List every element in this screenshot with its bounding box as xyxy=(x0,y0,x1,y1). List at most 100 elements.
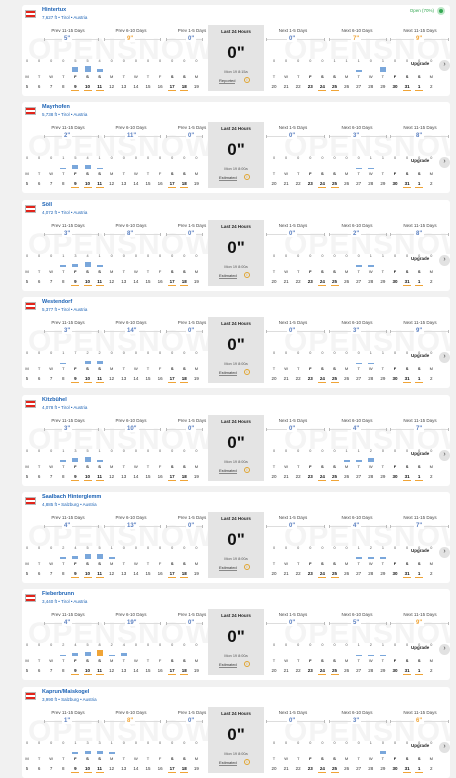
day-snow-value: 1 xyxy=(369,156,372,161)
day-column: 1 M 12 xyxy=(107,741,117,778)
day-weekday: W xyxy=(368,268,373,274)
day-snow-value: 1 xyxy=(357,59,360,63)
report-status-link[interactable]: Estimated xyxy=(219,467,237,474)
last-24-hours-header: Last 24 Hours xyxy=(221,710,251,716)
day-number: 13 xyxy=(121,473,127,479)
upgrade-arrow-icon[interactable]: › xyxy=(439,741,450,753)
day-snow-value: 5 xyxy=(86,643,89,648)
period-total: 0" xyxy=(186,717,197,724)
last-24-hours-header: Last 24 Hours xyxy=(221,516,251,521)
day-weekday: S xyxy=(321,658,324,664)
upgrade-arrow-icon[interactable]: › xyxy=(439,60,450,71)
day-number: 28 xyxy=(368,84,374,89)
day-snow-value: 1 xyxy=(369,351,372,356)
day-snow-value: 1 xyxy=(110,740,113,745)
upgrade-arrow-icon[interactable]: › xyxy=(439,449,450,461)
day-snow-value: 0 xyxy=(38,643,41,648)
day-column: 0 M 26 xyxy=(342,643,352,680)
day-snow-value: 0 xyxy=(430,643,433,648)
day-column: 0 F 30 xyxy=(390,643,400,680)
info-icon[interactable]: i xyxy=(244,564,250,570)
day-column: 0 S 17 xyxy=(167,643,177,680)
resort-name[interactable]: Söll xyxy=(42,201,53,208)
day-number: 9 xyxy=(74,181,77,187)
period-total: 0" xyxy=(287,425,298,432)
day-weekday: F xyxy=(74,366,77,372)
period-header: Prev 1-5 Days xyxy=(177,612,207,618)
info-icon[interactable]: i xyxy=(244,758,250,765)
upgrade-button[interactable]: Upgrade xyxy=(411,61,430,66)
upgrade-button[interactable]: Upgrade xyxy=(411,353,430,359)
day-number: 16 xyxy=(157,473,163,479)
day-weekday: S xyxy=(86,366,89,372)
day-weekday: T xyxy=(272,755,276,761)
info-icon[interactable]: i xyxy=(244,661,250,668)
day-column: 1 W 28 xyxy=(366,741,376,778)
day-number: 6 xyxy=(37,376,41,382)
day-snow-value: 1 xyxy=(369,253,372,258)
day-number: 31 xyxy=(404,668,410,674)
upgrade-button[interactable]: Upgrade xyxy=(411,255,430,261)
period-total: 0" xyxy=(287,717,298,724)
day-number: 16 xyxy=(157,278,163,284)
upgrade-arrow-icon[interactable]: › xyxy=(439,254,450,266)
report-status-link[interactable]: Estimated xyxy=(219,272,237,279)
resort-name[interactable]: Kitzbühel xyxy=(42,396,67,403)
upgrade-button[interactable]: Upgrade xyxy=(411,742,430,748)
info-icon[interactable]: i xyxy=(244,271,250,278)
upgrade-arrow-icon[interactable]: › xyxy=(439,644,450,656)
info-icon[interactable]: i xyxy=(244,466,250,473)
day-number: 16 xyxy=(157,668,163,674)
resort-elevation-location: 4,078 ft • Tirol • Austria xyxy=(42,404,88,410)
day-weekday: W xyxy=(134,74,138,79)
upgrade-arrow-icon[interactable]: › xyxy=(439,157,450,169)
resort-name[interactable]: Fieberbrunn xyxy=(42,591,75,598)
upgrade-button[interactable]: Upgrade xyxy=(411,645,430,651)
day-number: 26 xyxy=(344,376,350,382)
period-line-cap xyxy=(448,525,449,528)
resort-name[interactable]: Mayrhofen xyxy=(42,104,70,111)
day-weekday: S xyxy=(333,366,336,372)
day-column: 0 T 6 xyxy=(34,449,44,486)
day-number: 19 xyxy=(193,181,199,187)
day-snow-value: 0 xyxy=(430,740,433,745)
day-weekday: M xyxy=(429,755,433,761)
upgrade-button[interactable]: Upgrade xyxy=(411,548,430,553)
day-weekday: M xyxy=(110,658,114,664)
resort-name[interactable]: Saalbach Hinterglemm xyxy=(42,494,102,500)
report-status-link[interactable]: Estimated xyxy=(219,662,237,669)
report-status-link[interactable]: Estimated xyxy=(219,759,237,766)
info-icon[interactable]: i xyxy=(244,369,250,376)
resort-name[interactable]: Kaprun/Maiskogel xyxy=(42,688,90,695)
day-weekday: W xyxy=(368,171,373,177)
upgrade-button[interactable]: Upgrade xyxy=(411,450,430,456)
report-status-link[interactable]: Estimated xyxy=(219,370,237,377)
day-column: 0 W 7 xyxy=(46,156,56,193)
upgrade-button[interactable]: Upgrade xyxy=(411,158,430,164)
day-weekday: W xyxy=(49,268,54,274)
upgrade-arrow-icon[interactable]: › xyxy=(439,547,450,558)
info-icon[interactable]: i xyxy=(244,174,250,181)
upgrade-arrow-icon[interactable]: › xyxy=(439,352,450,364)
report-status-link[interactable]: Reported xyxy=(219,78,236,84)
resort-name[interactable]: Westendorf xyxy=(42,299,73,306)
day-weekday: W xyxy=(49,366,54,372)
weekend-underline xyxy=(95,577,104,578)
day-column: 0 T 15 xyxy=(143,156,153,193)
report-status-link[interactable]: Estimated xyxy=(219,565,237,571)
report-status-link[interactable]: Estimated xyxy=(219,175,237,182)
day-snow-value: 0 xyxy=(146,351,150,356)
resort-name[interactable]: Hintertux xyxy=(42,7,67,13)
day-snow-value: 0 xyxy=(50,643,53,648)
day-snow-value: 0 xyxy=(406,740,409,745)
day-weekday: F xyxy=(158,171,162,177)
info-icon[interactable]: i xyxy=(244,77,250,83)
period-line-cap xyxy=(324,330,325,334)
period-line-cap xyxy=(266,330,267,334)
day-number: 29 xyxy=(380,571,386,576)
day-number: 10 xyxy=(84,84,90,89)
last-24-hours-panel: Last 24 Hours 0" Mon 19 8:00a Estimated i xyxy=(208,706,264,773)
period-line-cap xyxy=(202,135,203,139)
day-weekday: M xyxy=(429,74,433,79)
day-snow-value: 0 xyxy=(195,351,198,356)
